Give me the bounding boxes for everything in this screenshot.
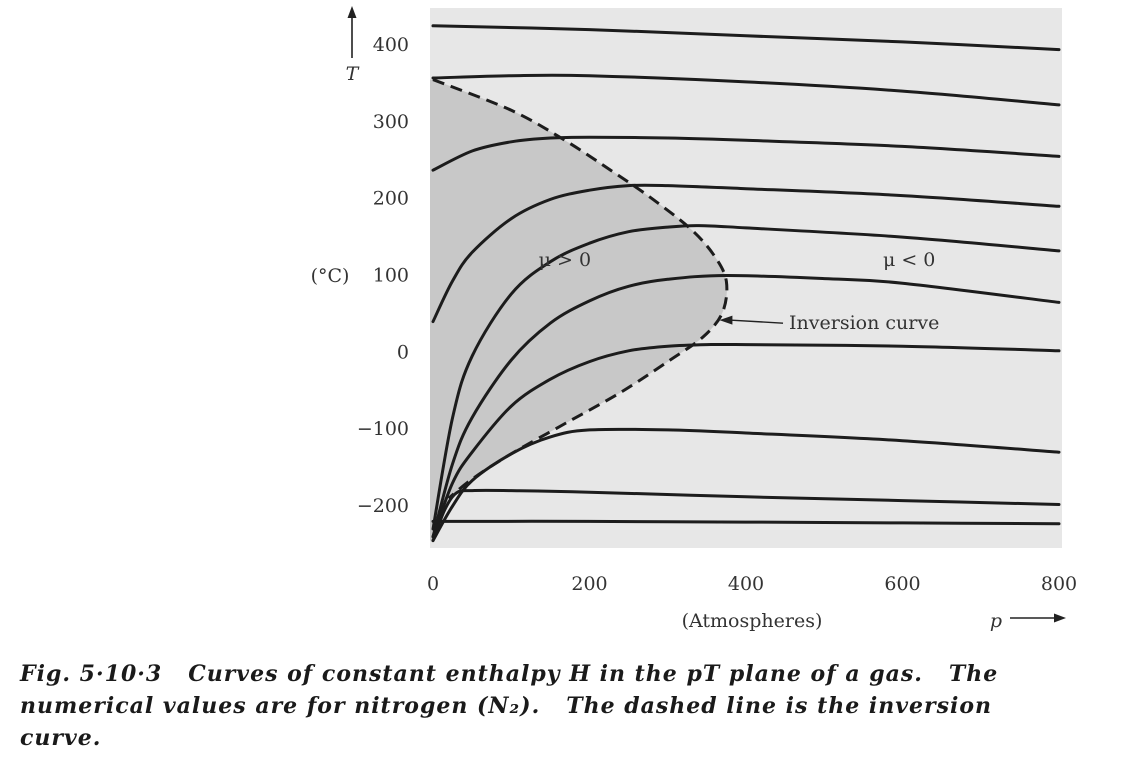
- inversion-curve-label: Inversion curve: [789, 312, 939, 334]
- enthalpy-curve-7: [431, 342, 1061, 539]
- x-tick-label: 600: [884, 573, 920, 595]
- y-axis-arrow: [347, 6, 357, 58]
- figure-caption: Fig. 5·10·3 Curves of constant enthalpy …: [20, 658, 1105, 754]
- x-axis-arrow: [1010, 613, 1066, 623]
- mu-sign-label: μ < 0: [883, 249, 935, 271]
- enthalpy-curve-2: [431, 73, 1061, 107]
- caption-line-3: curve.: [20, 725, 102, 751]
- enthalpy-curve-8: [431, 427, 1061, 543]
- y-axis-label: (°C): [311, 265, 350, 287]
- y-axis-symbol: T: [346, 63, 360, 85]
- y-tick-label: 100: [373, 265, 409, 287]
- caption-line-1: Fig. 5·10·3 Curves of constant enthalpy …: [20, 661, 999, 687]
- enthalpy-curve-3: [431, 135, 1061, 172]
- enthalpy-curve-5: [431, 224, 1061, 531]
- enthalpy-curve-10: [431, 519, 1061, 526]
- y-tick-label: 400: [373, 34, 409, 56]
- enthalpy-curve-6: [431, 273, 1061, 539]
- x-tick-label: 800: [1041, 573, 1077, 595]
- x-tick-label: 400: [728, 573, 764, 595]
- x-axis-label: (Atmospheres): [682, 610, 823, 632]
- y-tick-label: 0: [397, 341, 409, 363]
- x-axis-symbol: p: [990, 610, 1002, 632]
- inversion-curve: [432, 78, 729, 500]
- caption-line-2: numerical values are for nitrogen (N₂). …: [20, 693, 993, 719]
- y-tick-label: −200: [357, 495, 409, 517]
- y-tick-label: 200: [373, 188, 409, 210]
- x-tick-label: 0: [427, 573, 439, 595]
- enthalpy-curve-1: [431, 24, 1061, 52]
- x-tick-labels: 0 200 400 600 800: [427, 573, 1077, 595]
- annotations: μ > 0 μ < 0 Inversion curve: [539, 249, 940, 334]
- inversion-pointer: [719, 315, 784, 325]
- y-tick-labels: 400 300 200 100 0 −100 −200: [357, 34, 409, 517]
- y-tick-label: −100: [357, 418, 409, 440]
- chart: T (°C) (Atmospheres) p 0 200 400 600 800 400…: [311, 6, 1077, 632]
- x-tick-label: 200: [571, 573, 607, 595]
- positive-mu-region: [430, 79, 727, 541]
- y-tick-label: 300: [373, 111, 409, 133]
- enthalpy-curve-4: [431, 183, 1061, 324]
- mu-sign-label: μ > 0: [539, 249, 591, 271]
